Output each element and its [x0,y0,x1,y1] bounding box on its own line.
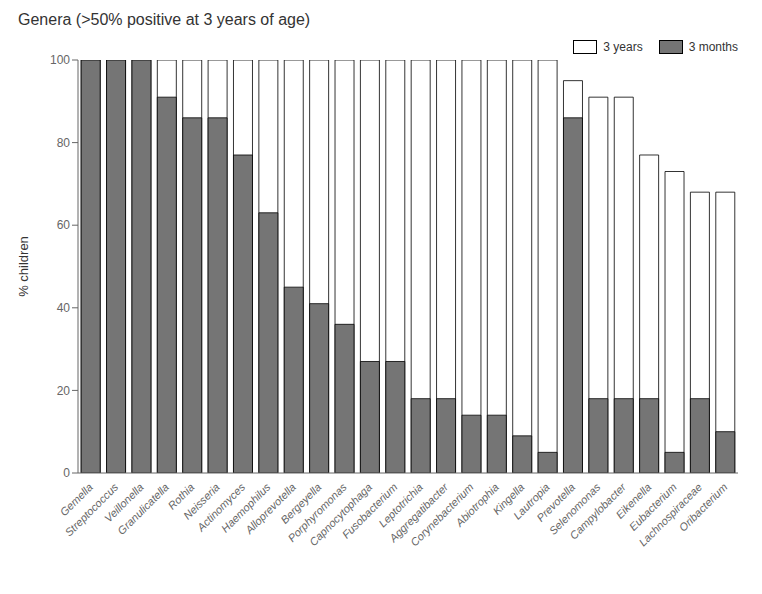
svg-text:Aggregatibacter: Aggregatibacter [386,480,451,545]
svg-text:Leptotrichia: Leptotrichia [376,480,425,530]
svg-text:100: 100 [50,53,70,67]
svg-text:Granulicatella: Granulicatella [115,481,171,537]
svg-text:Neisseria: Neisseria [180,480,222,522]
svg-text:Corynebacterium: Corynebacterium [408,480,476,549]
svg-text:Capnocytophaga: Capnocytophaga [306,480,375,549]
svg-text:Rothia: Rothia [165,480,197,512]
svg-text:40: 40 [57,301,71,315]
svg-text:Gemella: Gemella [57,480,95,519]
html-text:3 months: 3 months [688,40,738,54]
html-text:Genera (>50% positive at 3 yea: Genera (>50% positive at 3 years of age) [18,11,311,28]
svg-text:Prevotella: Prevotella [534,480,578,524]
svg-text:Alloprevotella: Alloprevotella [242,480,298,536]
svg-text:80: 80 [57,136,71,150]
svg-text:Eikenella: Eikenella [613,480,654,521]
svg-text:Streptococcus: Streptococcus [62,480,121,539]
svg-text:Bergeyella: Bergeyella [278,480,324,526]
svg-text:Campylobacter: Campylobacter [567,480,628,542]
svg-text:Selenomonas: Selenomonas [546,480,603,537]
svg-text:60: 60 [57,218,71,232]
svg-text:Lachnospiraceae: Lachnospiraceae [636,480,705,549]
svg-text:Oribacterium: Oribacterium [677,481,730,534]
svg-text:Actinomyces: Actinomyces [194,480,248,534]
svg-text:Porphyromonas: Porphyromonas [285,480,349,545]
svg-text:% children: % children [16,236,31,297]
svg-text:Fusobacterium: Fusobacterium [339,480,400,541]
svg-text:Abiotrophia: Abiotrophia [453,480,502,529]
svg-text:Veillonella: Veillonella [102,480,146,525]
svg-text:Haemophilus: Haemophilus [218,480,273,535]
html-text:3 years: 3 years [603,40,643,54]
svg-text:Kingella: Kingella [490,480,527,517]
svg-text:0: 0 [63,466,70,480]
svg-text:Eubacterium: Eubacterium [626,480,679,533]
svg-text:20: 20 [57,384,71,398]
svg-text:Lautropia: Lautropia [510,480,552,522]
